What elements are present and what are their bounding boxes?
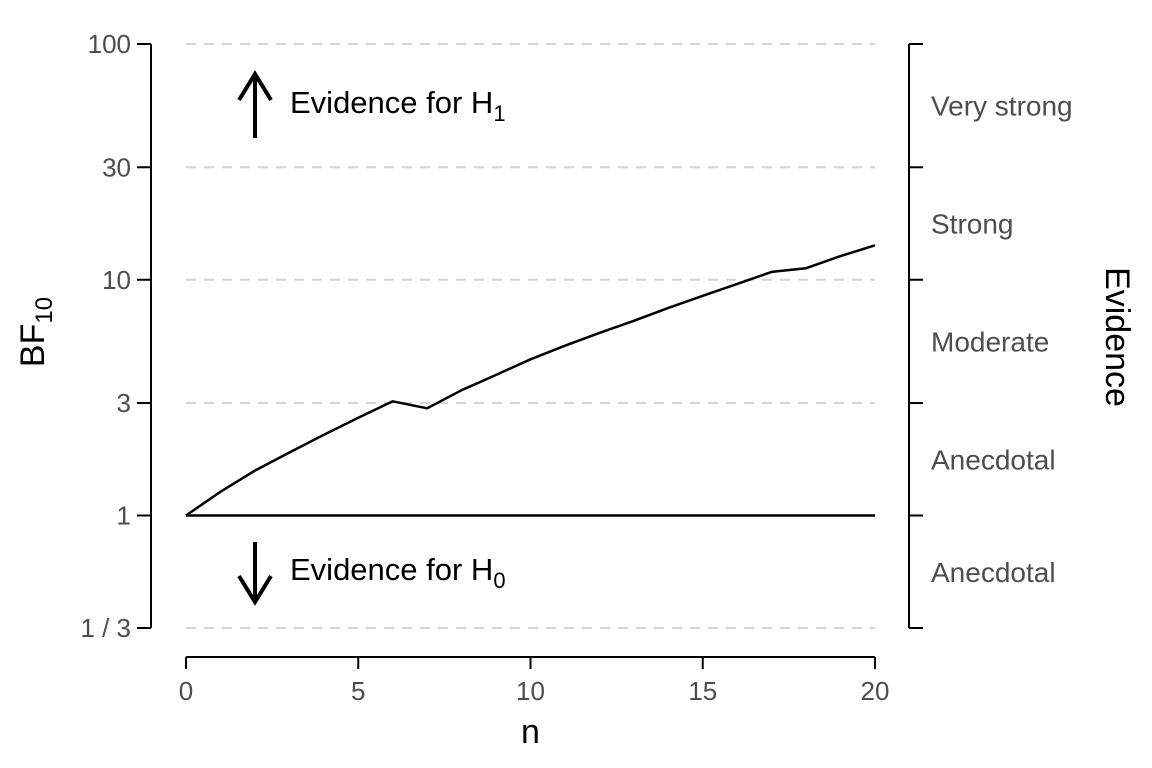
evidence-h0-annotation: Evidence for H0: [237, 542, 506, 606]
x-tick-label: 5: [351, 676, 365, 706]
y-tick-label: 3: [117, 388, 131, 418]
y-tick-label: 100: [88, 29, 131, 59]
evidence-category-label: Anecdotal: [931, 444, 1056, 475]
evidence-category-label: Anecdotal: [931, 557, 1056, 588]
x-tick-label: 20: [861, 676, 890, 706]
bf-series-line: [185, 244, 876, 517]
annotation-text: Evidence for H0: [290, 552, 506, 593]
evidence-category-label: Moderate: [931, 326, 1049, 357]
series: [185, 244, 876, 517]
y-tick-label: 10: [102, 265, 131, 295]
annotations: Evidence for H1 Evidence for H0: [237, 70, 506, 606]
y-tick-label: 30: [102, 152, 131, 182]
arrow-down-head-icon: [237, 574, 273, 606]
gridlines: [186, 43, 875, 629]
evidence-axis-title: Evidence: [1098, 267, 1136, 407]
evidence-h1-annotation: Evidence for H1: [237, 70, 506, 138]
y-tick-label: 1: [117, 501, 131, 531]
evidence-category-label: Very strong: [931, 91, 1073, 122]
arrow-up-head-icon: [237, 70, 273, 102]
x-axis-title: n: [521, 713, 540, 751]
y-tick-label: 1 / 3: [80, 613, 131, 643]
evidence-category-label: Strong: [931, 209, 1014, 240]
x-tick-label: 10: [516, 676, 545, 706]
x-tick-label: 15: [688, 676, 717, 706]
x-tick-label: 0: [179, 676, 193, 706]
annotation-text: Evidence for H1: [290, 85, 506, 126]
y-axis-title: BF10: [14, 297, 58, 367]
